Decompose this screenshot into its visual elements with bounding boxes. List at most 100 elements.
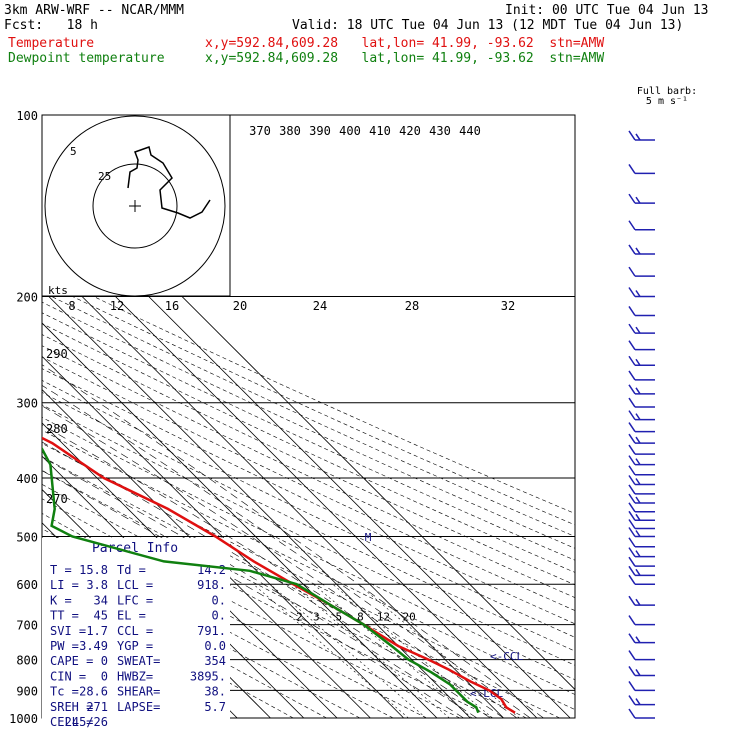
hodograph-unit: kts [48,284,68,297]
barb-flag [628,475,636,485]
wind-barb [628,565,655,577]
wind-barb [628,355,655,366]
barb-flag [628,519,636,529]
parcel-value: 245/26 [65,715,108,729]
parcel-label: T = [50,563,72,577]
theta-label: 380 [279,124,301,138]
parcel-value: 45 [94,609,108,623]
speed-label: 20 [233,299,247,313]
barb-flag [628,220,636,231]
hodograph-ring-label: 5 [70,145,77,158]
moist-adiabat-line [42,470,464,718]
m-marker: M [365,531,372,544]
dry-adiabat-line [42,345,575,598]
parcel-value: 3.49 [79,639,108,653]
barb-flag [635,387,641,395]
dry-adiabat-line [42,301,575,549]
moist-adiabat-line [42,385,531,718]
theta-label: 390 [309,124,331,138]
barb-flag [628,493,636,504]
wind-barb [628,502,655,513]
theta-side-label: 280 [46,422,68,436]
parcel-info-title: Parcel Info [92,541,178,556]
wind-barb [628,193,655,204]
barb-flag [635,669,641,676]
valid-time: Valid: 18 UTC Tue 04 Jun 13 (12 MDT Tue … [292,18,684,33]
mixing-ratio-line [332,583,493,718]
wind-barb [628,556,655,567]
wind-barb [628,287,655,298]
barb-flag [635,530,641,537]
wind-barb [628,164,655,175]
wind-barb [628,220,655,231]
barb-flag [628,484,636,495]
barb-flag [628,537,636,548]
parcel-value: 0. [212,593,226,607]
wind-barbs: Full barb:5 m s⁻¹ [628,86,697,719]
theta-label: 400 [339,124,361,138]
wind-barb [628,455,655,466]
lcl-marker: <-LCL [470,687,503,700]
mixing-ratio-line [291,583,450,718]
barb-flag [635,458,641,466]
barb-flag [628,287,636,297]
parcel-value: 38. [204,685,226,699]
moist-adiabat-line [42,424,504,718]
parcel-value: 0 [101,654,108,668]
parcel-value: 15.8 [79,563,108,577]
isotherm-line [42,289,471,718]
barb-flag [628,130,636,141]
parcel-value: 918. [197,578,226,592]
speed-label: 12 [110,299,124,313]
hodograph-inset: 5 25 kts [41,114,231,297]
theta-label: 430 [429,124,451,138]
outer-labels: 100200300400500600700800900100023581220-… [9,109,576,726]
wind-barb [628,695,655,706]
barb-flag [635,496,641,504]
wind-barb [628,323,655,334]
hodograph-ring-outer [44,115,226,297]
speed-label: 24 [313,299,327,313]
barb-flag [628,193,636,204]
barb-flag [635,196,641,204]
pressure-label: 400 [16,472,38,486]
wind-barb [628,266,655,277]
barb-flag [628,502,636,513]
wind-barb [628,519,655,530]
barb-flag [628,410,636,421]
wind-barb [628,527,655,538]
mixing-ratio-line [269,583,427,718]
dry-adiabat-line [42,442,575,710]
wind-barb [628,650,655,661]
parcel-label: YGP = [117,639,153,653]
barb-flag [635,636,641,644]
ccl-marker: <-CCL [490,650,523,663]
barb-flag [628,666,636,676]
isotherm-line [42,355,404,718]
dry-adiabat-line [42,456,560,718]
barb-flag [635,698,641,705]
dry-adiabat-line [42,271,575,514]
dewpoint-legend: Dewpoint temperature [8,51,165,66]
wind-barb [628,574,655,585]
barb-flag [628,465,636,476]
wind-barb [628,130,655,141]
theta-side-label: 270 [46,492,68,506]
barb-flag [635,290,641,297]
wind-barb [628,547,655,558]
dry-adiabat-line [42,323,575,573]
mixing-ratio-label: 12 [377,611,390,624]
parcel-label: SREH = [50,700,93,714]
hodograph-ring-inner [92,163,178,249]
pressure-label: 1000 [9,712,38,726]
pressure-label: 100 [16,109,38,123]
init-time: Init: 00 UTC Tue 04 Jun 13 [505,3,709,18]
wind-barb [628,244,655,255]
parcel-value: 3.8 [86,578,108,592]
temperature-line [42,436,516,714]
barb-flag [635,550,641,558]
parcel-value: 354 [204,654,226,668]
parcel-label: CELL = [50,715,93,729]
speed-label: 28 [405,299,419,313]
